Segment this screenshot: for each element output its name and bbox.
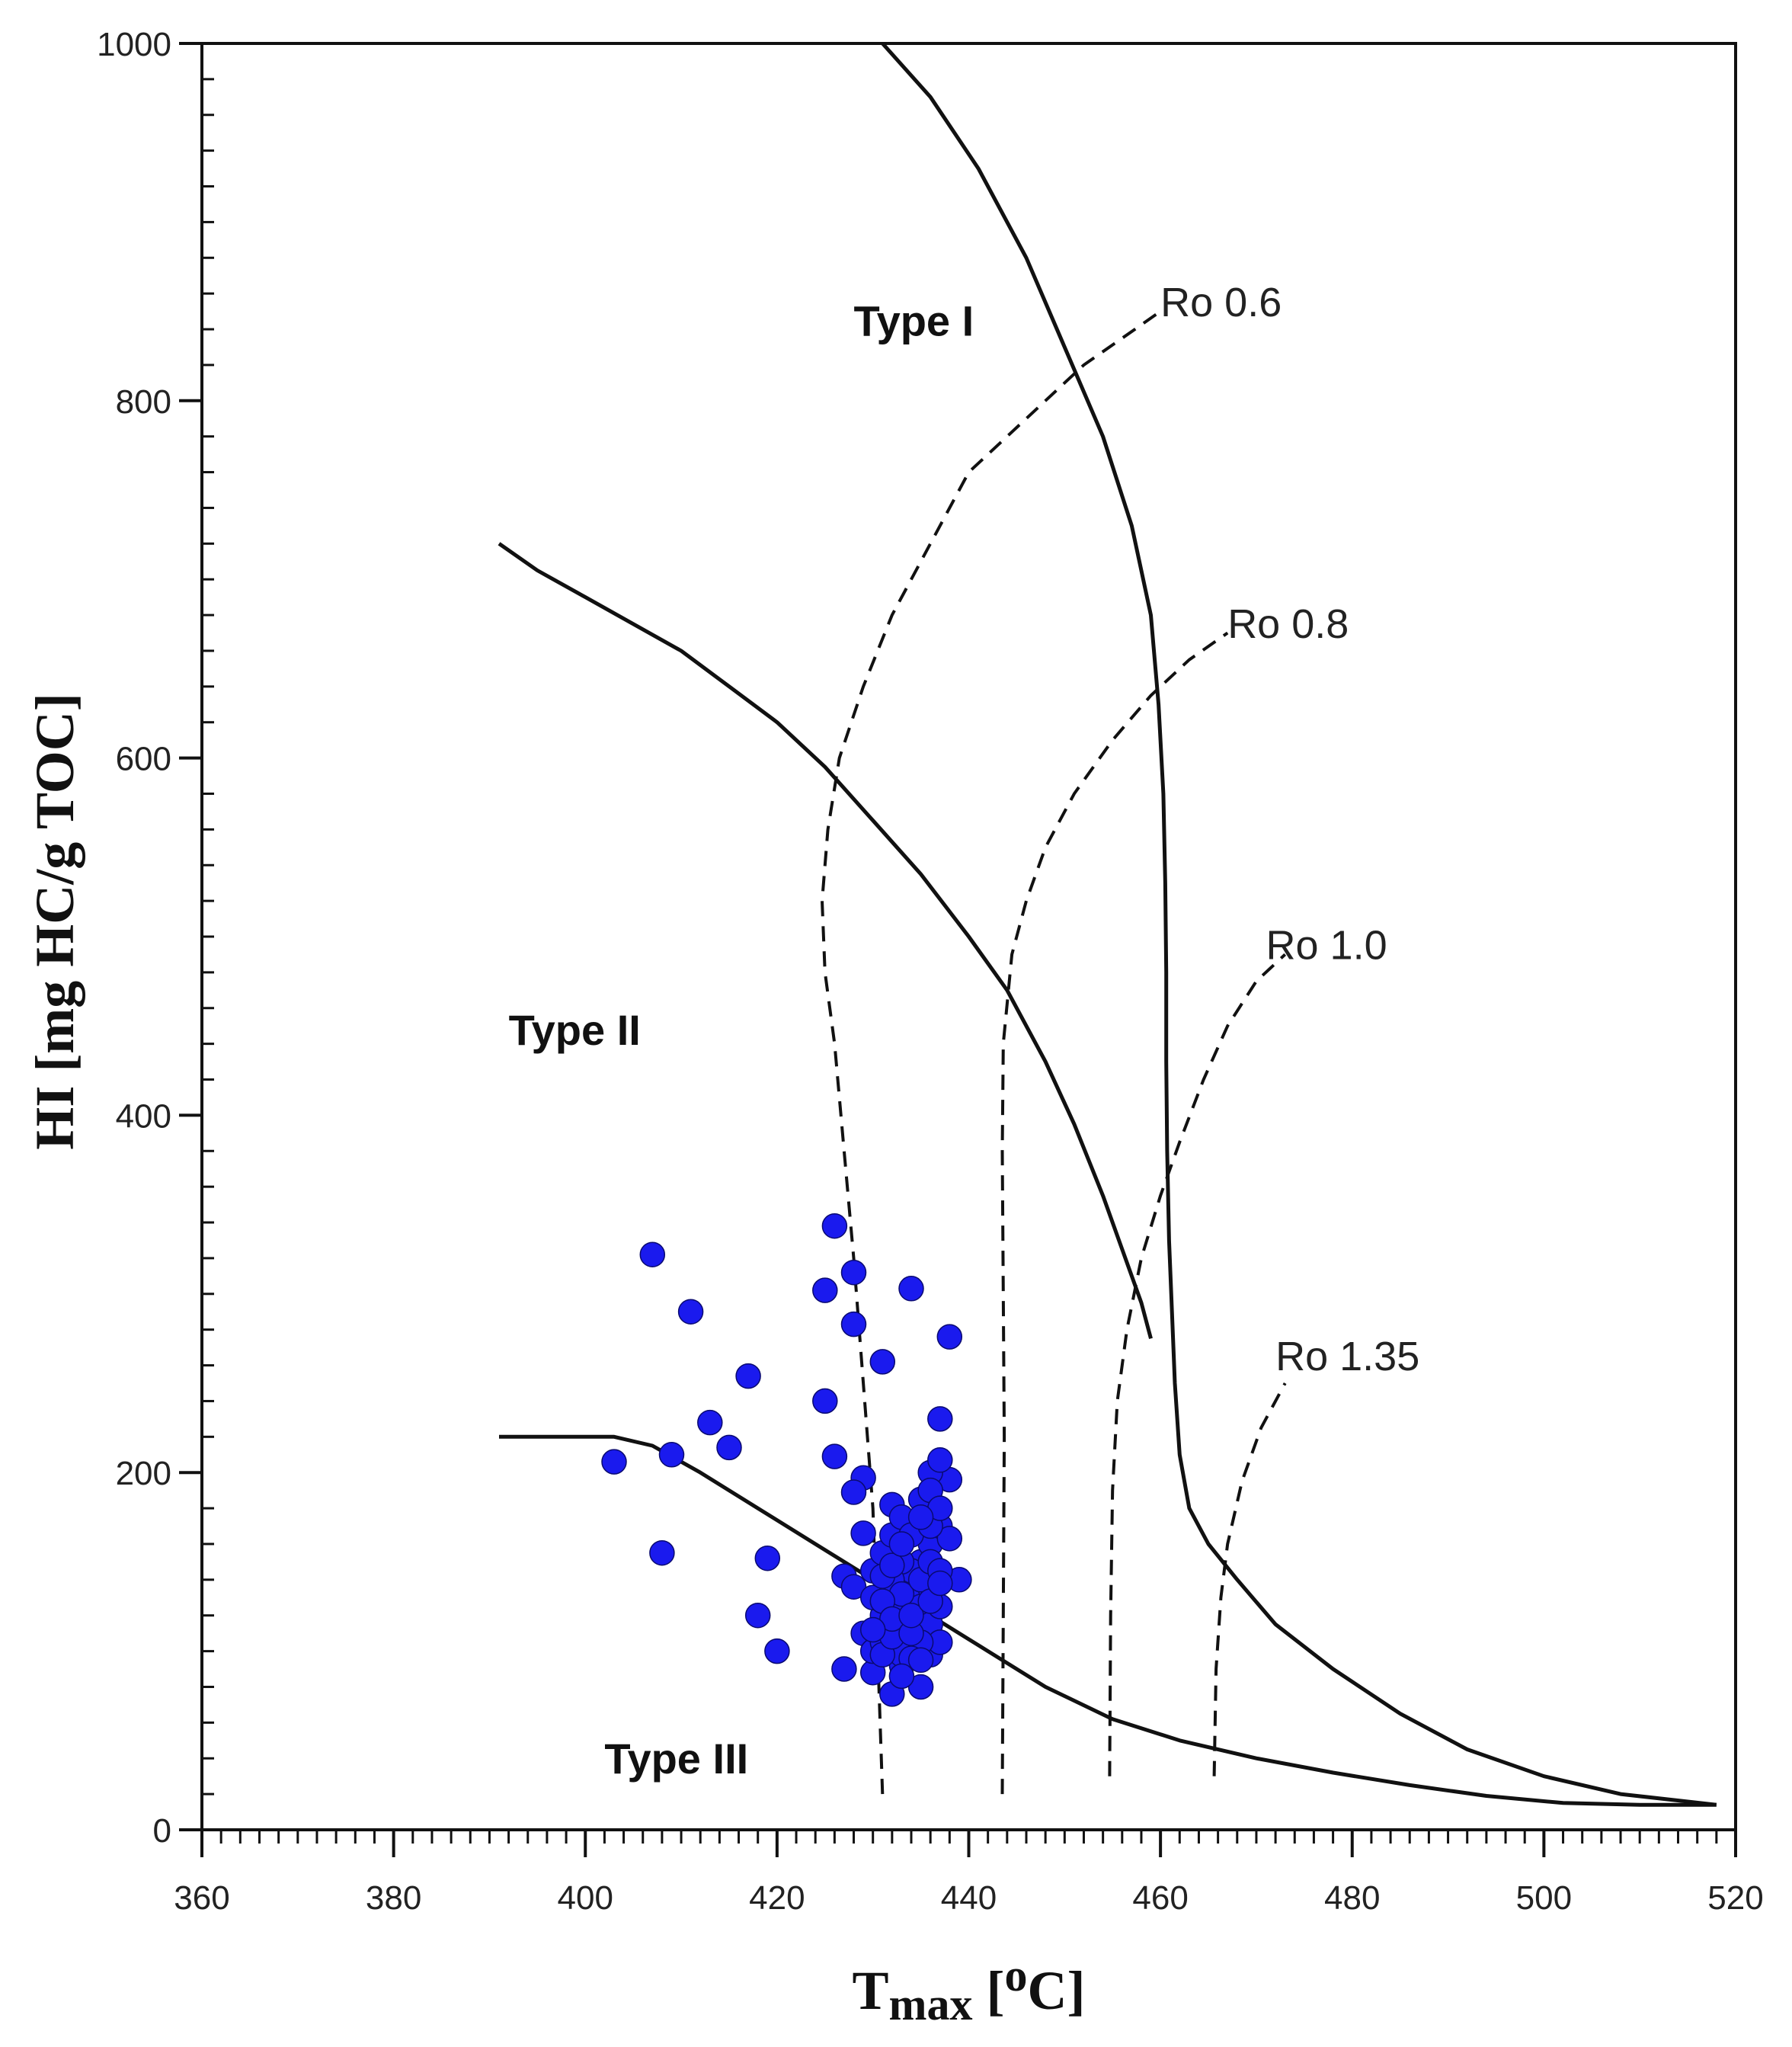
data-point: [812, 1277, 838, 1303]
data-point: [840, 1574, 867, 1600]
data-point: [927, 1406, 953, 1432]
data-point: [936, 1526, 963, 1552]
data-point: [639, 1241, 666, 1267]
data-point: [907, 1504, 934, 1530]
data-point: [744, 1602, 771, 1629]
x-tick-label: 480: [1324, 1879, 1380, 1917]
y-tick-label: 600: [116, 741, 171, 778]
data-point: [821, 1213, 848, 1239]
data-point: [888, 1663, 915, 1690]
data-point: [812, 1388, 838, 1414]
ro-label-3: Ro 1.0: [1266, 923, 1387, 969]
x-axis-title-unit-prefix: [: [973, 1960, 1005, 2021]
data-point: [821, 1443, 848, 1469]
x-axis-title-main: T: [853, 1960, 889, 2021]
data-point: [898, 1276, 924, 1302]
x-axis-title-unit-suffix: C]: [1028, 1960, 1086, 2021]
ro-line-4: [1212, 1382, 1287, 1776]
data-point: [716, 1434, 742, 1461]
axis-tick-labels: 360 380 400 420 440 460 480 500 520 0 200 400 600 800…: [97, 26, 1764, 1917]
vitrinite-reflectance-lines: [820, 309, 1287, 1795]
data-point: [927, 1447, 953, 1473]
ro-label-2: Ro 0.8: [1227, 601, 1349, 647]
data-point: [677, 1299, 704, 1325]
ro-line-1: [820, 309, 1162, 1795]
data-point: [831, 1656, 857, 1682]
data-point: [869, 1349, 896, 1375]
data-point: [927, 1570, 953, 1597]
data-point: [907, 1674, 934, 1700]
data-point: [697, 1409, 723, 1436]
data-point: [888, 1531, 915, 1557]
y-tick-label: 400: [116, 1097, 171, 1135]
data-point: [840, 1311, 867, 1337]
data-point: [850, 1520, 876, 1546]
data-point: [754, 1545, 781, 1571]
ro-label-4: Ro 1.35: [1275, 1334, 1419, 1379]
y-tick-label: 1000: [97, 26, 171, 63]
x-tick-label: 400: [558, 1879, 613, 1917]
data-point: [658, 1442, 685, 1468]
data-point: [601, 1449, 627, 1475]
data-point: [735, 1363, 761, 1389]
ro-line-2: [1000, 631, 1229, 1795]
type-label-1: Type I: [854, 296, 974, 344]
type-label-3: Type III: [604, 1735, 748, 1783]
x-axis-title-unit-superscript: o: [1005, 1950, 1028, 2001]
x-tick-label: 460: [1132, 1879, 1188, 1917]
axis-ticks: [179, 42, 1737, 1857]
x-axis-title: Tmax [oC]: [853, 1950, 1086, 2029]
data-point: [649, 1539, 675, 1566]
y-tick-label: 800: [116, 383, 171, 421]
ro-line-3: [1108, 953, 1287, 1776]
ro-labels: Ro 0.6 Ro 0.8 Ro 1.0 Ro 1.35: [1160, 280, 1419, 1379]
x-tick-label: 440: [941, 1879, 997, 1917]
type-boundary-line-2: [498, 542, 1153, 1340]
data-point: [907, 1647, 934, 1674]
ro-label-1: Ro 0.6: [1160, 280, 1282, 325]
x-tick-label: 500: [1516, 1879, 1572, 1917]
x-tick-label: 360: [174, 1879, 229, 1917]
x-tick-label: 420: [749, 1879, 805, 1917]
data-point: [936, 1324, 963, 1350]
type-labels: Type I Type II Type III: [509, 296, 974, 1783]
type-boundary-line-1: [881, 42, 1717, 1807]
data-point: [840, 1479, 867, 1505]
data-point: [879, 1552, 905, 1578]
sample-points: [601, 1213, 972, 1707]
data-point: [898, 1602, 924, 1629]
y-tick-label: 0: [153, 1812, 171, 1850]
x-axis-title-subscript: max: [889, 1979, 973, 2029]
data-point: [859, 1616, 886, 1643]
data-point: [840, 1259, 867, 1286]
data-point: [764, 1638, 790, 1664]
x-tick-label: 380: [366, 1879, 421, 1917]
x-tick-label: 520: [1707, 1879, 1763, 1917]
type-label-2: Type II: [509, 1006, 641, 1054]
y-axis-title: HI [mg HC/g TOC]: [24, 693, 85, 1149]
y-tick-label: 200: [116, 1455, 171, 1492]
